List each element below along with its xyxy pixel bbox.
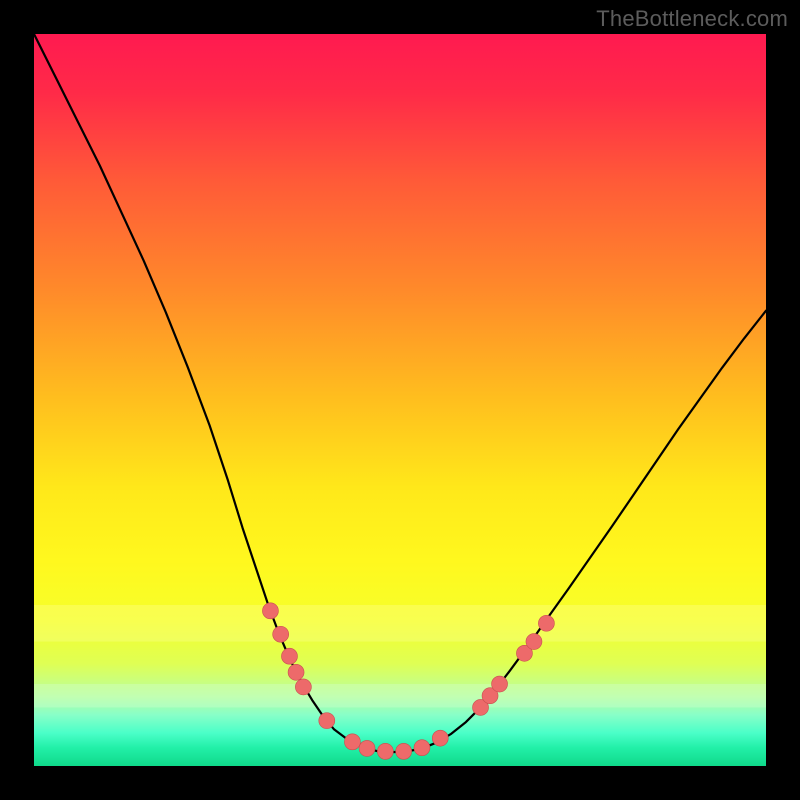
watermark-text: TheBottleneck.com (596, 6, 788, 32)
chart-svg (34, 34, 766, 766)
plot-area (34, 34, 766, 766)
marker-point (414, 740, 430, 756)
marker-point (359, 740, 375, 756)
chart-frame: TheBottleneck.com (0, 0, 800, 800)
gradient-background (34, 34, 766, 766)
highlight-band-0 (34, 605, 766, 642)
marker-point (432, 730, 448, 746)
marker-point (262, 603, 278, 619)
marker-point (538, 615, 554, 631)
marker-point (526, 634, 542, 650)
highlight-band-1 (34, 684, 766, 707)
marker-point (377, 743, 393, 759)
marker-point (344, 734, 360, 750)
marker-point (492, 676, 508, 692)
marker-point (288, 664, 304, 680)
marker-point (281, 648, 297, 664)
marker-point (273, 626, 289, 642)
marker-point (295, 679, 311, 695)
marker-point (319, 713, 335, 729)
marker-point (396, 743, 412, 759)
